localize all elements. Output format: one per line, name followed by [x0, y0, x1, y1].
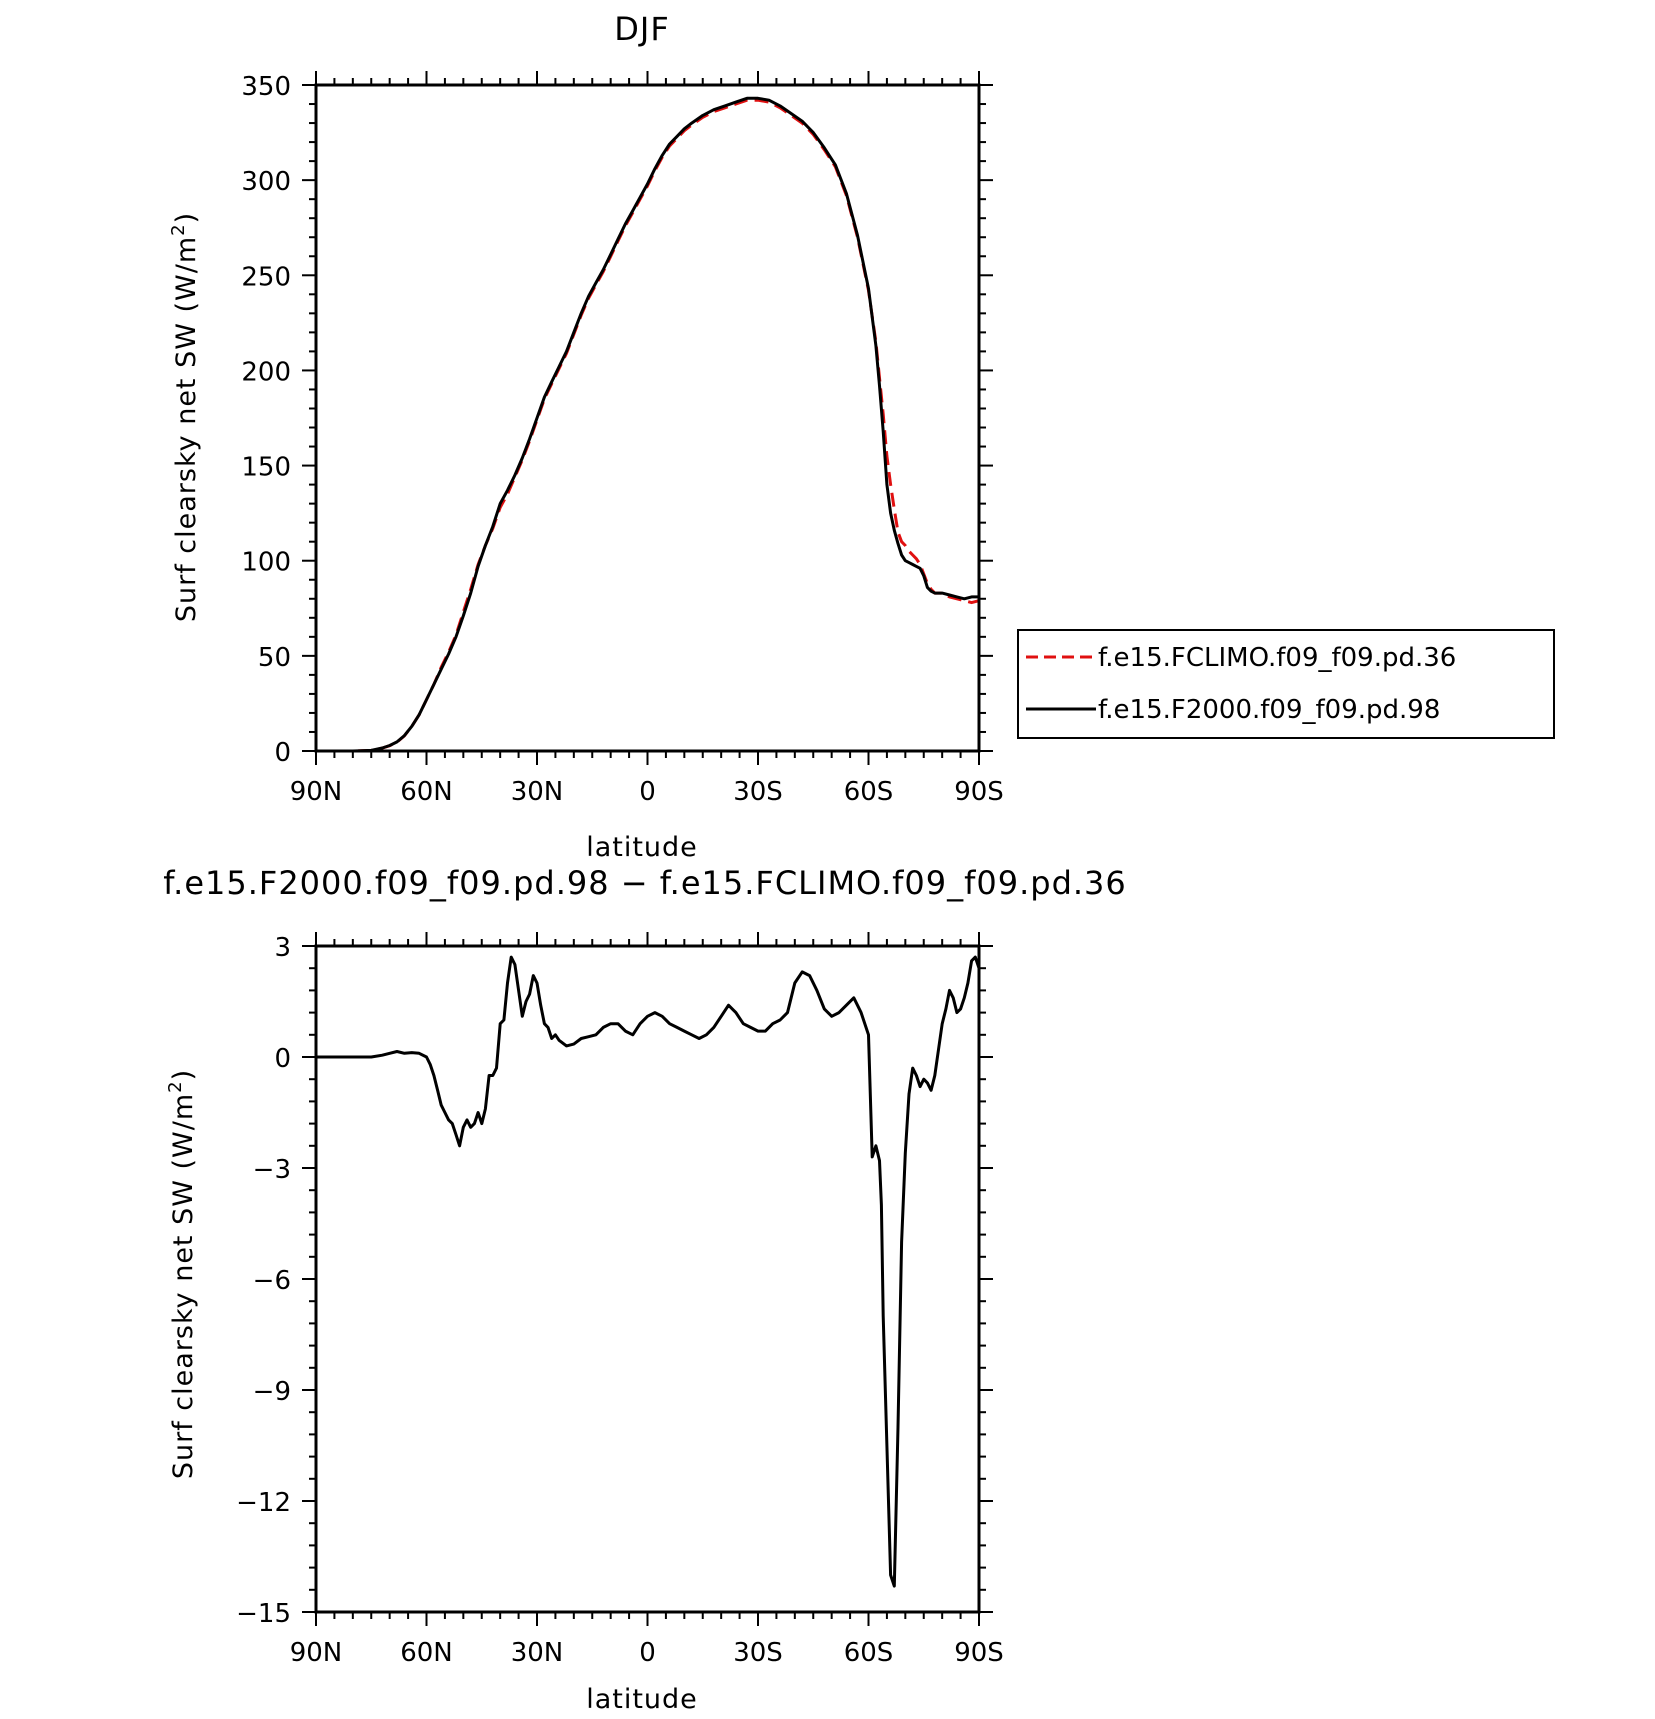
bottom-series-line-0 — [316, 955, 981, 1588]
top-y-tick-label: 350 — [241, 72, 291, 102]
bottom-panel: f.e15.F2000.f09_f09.pd.98 − f.e15.FCLIMO… — [163, 864, 1127, 1715]
top-plot-title: DJF — [614, 10, 669, 48]
bottom-x-tick-label: 30N — [511, 1638, 564, 1668]
bottom-y-tick-label: −6 — [253, 1266, 291, 1296]
top-series-line-1 — [316, 96, 979, 753]
top-x-tick-label: 60S — [844, 777, 894, 807]
top-series-line-0 — [316, 98, 980, 753]
top-x-tick-label: 60N — [400, 777, 453, 807]
top-axes: 90N 60N 30N 0 30S 60S 90S 0 50 100 150 200 250 300 350 — [241, 71, 1004, 807]
bottom-y-tick-label: −3 — [253, 1155, 291, 1185]
bottom-y-tick-label: 0 — [274, 1044, 291, 1074]
top-y-tick-label: 100 — [241, 548, 291, 578]
legend-label-fclimo: f.e15.FCLIMO.f09_f09.pd.36 — [1098, 643, 1456, 673]
top-x-tick-label: 30N — [511, 777, 564, 807]
top-x-axis-title: latitude — [586, 832, 698, 863]
top-y-tick-label: 150 — [241, 453, 291, 483]
bottom-y-tick-label: −12 — [236, 1488, 291, 1518]
top-y-tick-label: 250 — [241, 262, 291, 292]
top-y-tick-label: 300 — [241, 167, 291, 197]
bottom-x-tick-label: 90N — [290, 1638, 343, 1668]
legend-label-f2000: f.e15.F2000.f09_f09.pd.98 — [1098, 695, 1440, 725]
top-y-axis-title: Surf clearsky net SW (W/m2) — [168, 212, 202, 622]
bottom-y-tick-label: −9 — [253, 1377, 291, 1407]
top-series-group — [316, 96, 980, 753]
top-x-tick-label: 0 — [639, 777, 656, 807]
legend: f.e15.FCLIMO.f09_f09.pd.36 f.e15.F2000.f… — [1017, 629, 1555, 739]
bottom-y-tick-label: −15 — [236, 1599, 291, 1629]
top-x-tick-label: 30S — [733, 777, 783, 807]
bottom-axes: 90N 60N 30N 0 30S 60S 90S 3 0 −3 −6 −9 −12 −15 — [236, 932, 1004, 1668]
top-x-tick-label: 90N — [290, 777, 343, 807]
bottom-x-axis-title: latitude — [586, 1684, 698, 1715]
bottom-x-tick-label: 0 — [639, 1638, 656, 1668]
bottom-x-tick-label: 90S — [954, 1638, 1004, 1668]
bottom-y-axis-title: Surf clearsky net SW (W/m2) — [165, 1069, 199, 1479]
bottom-plot-title: f.e15.F2000.f09_f09.pd.98 − f.e15.FCLIMO… — [163, 864, 1127, 902]
bottom-y-tick-label: 3 — [274, 933, 291, 963]
top-panel: DJF 90N 60N 30N 0 30S 60S 90S 0 50 100 150 200 250 30… — [168, 10, 1555, 863]
top-y-tick-label: 0 — [274, 738, 291, 768]
top-x-tick-label: 90S — [954, 777, 1004, 807]
bottom-x-tick-label: 30S — [733, 1638, 783, 1668]
top-y-tick-label: 200 — [241, 357, 291, 387]
bottom-x-tick-label: 60S — [844, 1638, 894, 1668]
bottom-series-group — [316, 955, 981, 1588]
legend-box — [1017, 629, 1555, 739]
top-y-tick-label: 50 — [258, 643, 291, 673]
bottom-plot-frame — [314, 944, 981, 1614]
bottom-x-tick-label: 60N — [400, 1638, 453, 1668]
